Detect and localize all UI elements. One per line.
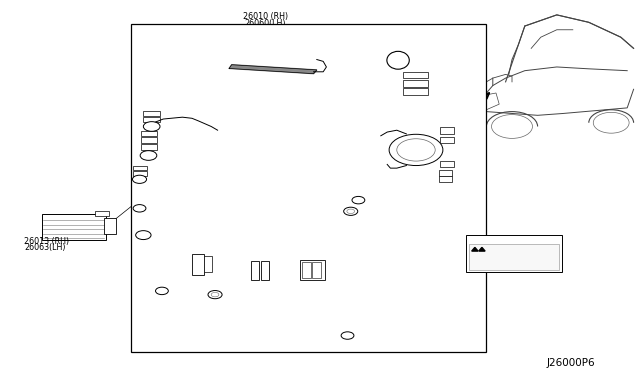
Circle shape [397, 139, 435, 161]
Ellipse shape [232, 172, 268, 200]
Text: 26028(RH): 26028(RH) [180, 58, 223, 67]
Bar [192, 254, 204, 275]
Circle shape [593, 112, 629, 133]
Text: 26040 (RH): 26040 (RH) [312, 295, 357, 304]
Polygon shape [472, 247, 478, 251]
Bar [440, 161, 454, 167]
Circle shape [132, 175, 147, 183]
Circle shape [211, 292, 219, 297]
Bar [403, 80, 428, 87]
Text: 26063(LH): 26063(LH) [24, 243, 66, 252]
Circle shape [347, 209, 355, 214]
Bar [42, 214, 106, 240]
Bar [312, 262, 321, 278]
Bar [440, 137, 454, 143]
Bar [95, 211, 109, 216]
Text: 26059: 26059 [488, 237, 515, 246]
Bar [302, 262, 311, 278]
Bar [439, 176, 452, 182]
Text: 26010A: 26010A [364, 333, 394, 342]
Bar [439, 170, 452, 176]
Text: 26090+A(LH): 26090+A(LH) [138, 301, 191, 310]
Text: 09913-6065A: 09913-6065A [357, 210, 411, 219]
Bar [133, 171, 147, 176]
Circle shape [341, 332, 354, 339]
Text: 26010 (RH): 26010 (RH) [243, 12, 288, 21]
Bar [251, 261, 259, 280]
Text: 26075(LH): 26075(LH) [269, 288, 310, 296]
Bar [466, 235, 562, 272]
Bar [131, 24, 486, 352]
Circle shape [136, 231, 151, 240]
Bar [104, 218, 116, 234]
Polygon shape [229, 65, 317, 74]
Bar [403, 72, 428, 78]
Bar [440, 127, 454, 134]
Text: 28474: 28474 [448, 136, 473, 145]
Text: 26090 (LH): 26090 (LH) [312, 301, 356, 310]
Bar [133, 166, 147, 170]
Bar [204, 256, 212, 272]
Text: 26078(LH): 26078(LH) [180, 65, 222, 74]
Bar [300, 260, 325, 280]
Text: 26040+A(RH): 26040+A(RH) [138, 295, 193, 304]
Ellipse shape [387, 51, 410, 69]
Circle shape [143, 122, 160, 131]
Text: (2): (2) [362, 216, 374, 225]
Text: J26000P6: J26000P6 [547, 358, 595, 368]
Circle shape [133, 205, 146, 212]
Bar [141, 137, 157, 143]
Circle shape [156, 287, 168, 295]
Text: 26011AB: 26011AB [168, 155, 204, 164]
Text: 26011AA: 26011AA [353, 88, 390, 97]
Text: 26011A: 26011A [293, 107, 324, 116]
Text: 26029: 26029 [147, 234, 173, 243]
Bar [403, 88, 428, 95]
Text: 26023AA: 26023AA [188, 297, 225, 306]
Bar [143, 111, 160, 116]
Text: 26013 (RH): 26013 (RH) [24, 237, 70, 246]
Text: 26010L: 26010L [164, 284, 193, 293]
Text: 26025(RH): 26025(RH) [269, 281, 312, 290]
Circle shape [208, 291, 222, 299]
Circle shape [389, 134, 443, 166]
Circle shape [492, 115, 532, 138]
Text: 26011AC: 26011AC [392, 179, 428, 188]
Ellipse shape [271, 165, 319, 200]
Bar [141, 144, 157, 150]
Circle shape [140, 151, 157, 160]
Text: 26023A: 26023A [368, 191, 399, 200]
Polygon shape [479, 247, 485, 251]
Circle shape [344, 207, 358, 215]
Text: 26027: 26027 [422, 56, 448, 65]
Bar [143, 117, 160, 122]
Bar [141, 131, 157, 136]
Bar [469, 244, 559, 270]
Text: 26060(LH): 26060(LH) [245, 19, 286, 28]
Circle shape [352, 196, 365, 204]
Bar [261, 261, 269, 280]
